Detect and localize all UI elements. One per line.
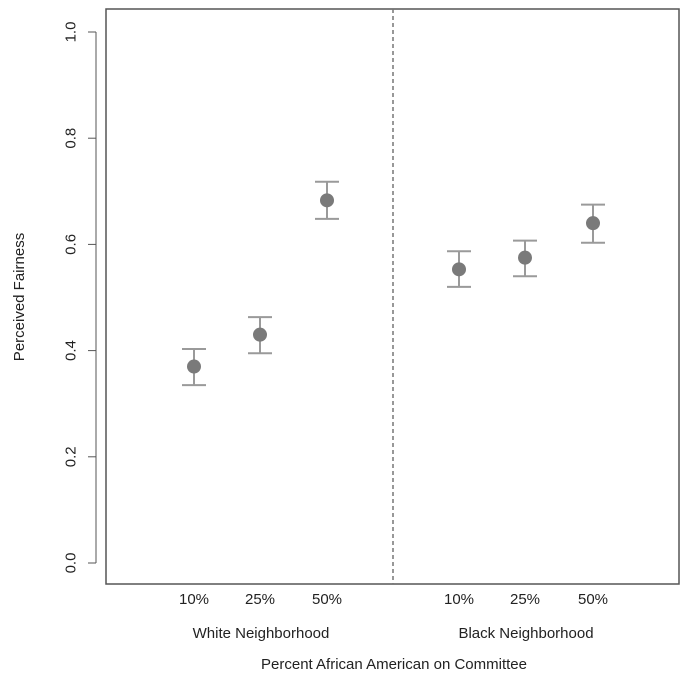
data-marks [182,9,605,584]
data-point-1-0 [452,262,466,277]
x-axis-labels: 10% 25% 50% White Neighborhood 10% 25% 50% Blac… [179,591,608,642]
x-tick-label-1-2: 50% [578,591,608,608]
data-point-0-0 [187,359,201,374]
x-axis-title: Percent African American on Committee [261,656,527,673]
y-tick-label-5: 1.0 [62,22,79,43]
x-tick-label-0-2: 50% [312,591,342,608]
y-tick-label-0: 0.0 [62,553,79,574]
data-point-1-2 [586,216,600,231]
y-tick-label-1: 0.2 [62,446,79,467]
data-point-1-1 [518,250,532,265]
x-tick-label-1-1: 25% [510,591,540,608]
group-label-0: White Neighborhood [193,625,330,642]
group-label-1: Black Neighborhood [458,625,593,642]
y-axis: 0.0 0.2 0.4 0.6 0.8 1.0 [62,22,97,574]
y-axis-title: Perceived Fairness [11,233,28,361]
y-tick-label-2: 0.4 [62,340,79,361]
data-point-0-1 [253,327,267,342]
y-tick-label-4: 0.8 [62,128,79,149]
x-tick-label-0-1: 25% [245,591,275,608]
y-tick-label-3: 0.6 [62,234,79,255]
x-tick-label-0-0: 10% [179,591,209,608]
x-tick-label-1-0: 10% [444,591,474,608]
data-point-0-2 [320,193,334,208]
